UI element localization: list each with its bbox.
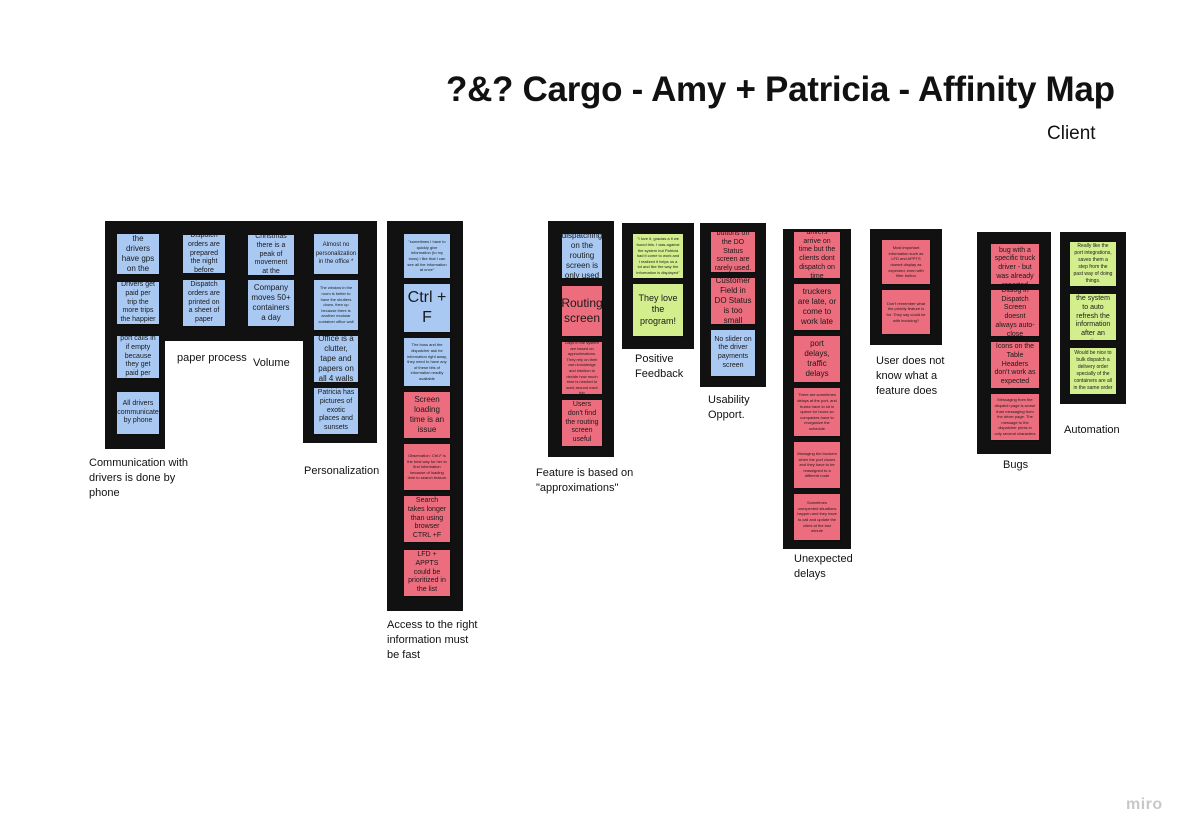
board-title: ?&? Cargo - Amy + Patricia - Affinity Ma… xyxy=(446,70,1115,109)
sticky-note[interactable]: There is a bug with a specific truck dri… xyxy=(991,244,1039,284)
sticky-note[interactable]: Search takes longer than using browser C… xyxy=(404,496,450,542)
sticky-note[interactable]: Almost no personalization in the office … xyxy=(314,234,358,274)
cluster-label: Usability Opport. xyxy=(708,394,750,421)
sticky-note[interactable]: Days in the system are based on approxim… xyxy=(562,342,602,394)
cluster-label: Volume xyxy=(253,357,290,369)
sticky-note[interactable]: Not all of the drivers have gps on the t… xyxy=(117,234,159,274)
sticky-note[interactable]: Driver at port calls in if empty because… xyxy=(117,336,159,378)
miro-logo: miro xyxy=(1126,796,1163,813)
sticky-note[interactable]: "I love it, gracias a ti we found this. … xyxy=(633,234,683,278)
sticky-note[interactable]: Dispatch orders are printed on a sheet o… xyxy=(183,280,225,326)
cluster-label: Unexpected delays xyxy=(794,553,853,580)
sticky-note[interactable]: Dialog in Dispatch Screen doesnt always … xyxy=(991,290,1039,336)
sticky-note[interactable]: Most important information such as LFD a… xyxy=(882,240,930,284)
sticky-note[interactable]: The window in the room is better to have… xyxy=(314,280,358,330)
sticky-note[interactable]: Screen loading time is an issue xyxy=(404,392,450,438)
sticky-note[interactable]: Company moves 50+ containers a day xyxy=(248,280,294,326)
sticky-note[interactable]: buttons on the DO Status screen are rare… xyxy=(711,232,755,272)
sticky-note[interactable]: Messaging from the dispatch page is wors… xyxy=(991,394,1039,440)
cluster-label: Bugs xyxy=(1003,459,1029,471)
sticky-note[interactable]: Don't remember what the priority feature… xyxy=(882,290,930,334)
sticky-note[interactable]: They love the program! xyxy=(633,284,683,336)
sticky-note[interactable]: pre-dispatching on the routing screen is… xyxy=(562,234,602,278)
cluster-label: Personalization xyxy=(304,465,380,477)
cluster-label: Positive Feedback xyxy=(635,353,684,380)
sticky-note[interactable]: Users don't find the routing screen usef… xyxy=(562,400,602,446)
sticky-note[interactable]: Patricia has pictures of exotic places a… xyxy=(314,388,358,434)
cluster-label: Communication with drivers is done by ph… xyxy=(89,457,189,499)
board-subtitle: Client xyxy=(1047,123,1096,144)
sticky-note[interactable]: Dispatch orders are prepared the night b… xyxy=(183,235,225,273)
cluster-label: paper process xyxy=(177,352,247,364)
sticky-note[interactable]: Icons on the Table Headers don't work as… xyxy=(991,342,1039,388)
sticky-note[interactable]: Customer Field in DO Status is too small xyxy=(711,278,755,324)
sticky-note[interactable]: Routing screen xyxy=(562,286,602,336)
sticky-note[interactable]: Sometimes unexpected situations happen a… xyxy=(794,494,840,540)
sticky-note[interactable]: Truck Drivers get paid per trip the more… xyxy=(117,282,159,324)
sticky-note[interactable]: Office is a clutter, tape and papers on … xyxy=(314,336,358,382)
sticky-note[interactable]: port delays, traffic delays xyxy=(794,336,840,382)
sticky-note[interactable]: Observation: Ctrl-F is the best way for … xyxy=(404,444,450,490)
sticky-note[interactable]: No slider on the driver payments screen xyxy=(711,330,755,376)
sticky-note[interactable]: There are sometimes delays at the port, … xyxy=(794,388,840,436)
sticky-note[interactable]: drivers arrive on time but the clients d… xyxy=(794,232,840,278)
sticky-note[interactable]: truckers are late, or come to work late xyxy=(794,284,840,330)
sticky-note[interactable]: The boss and the dispatcher ask for info… xyxy=(404,338,450,386)
cluster-label: Access to the right information must be … xyxy=(387,619,478,661)
cluster-label: Feature is based on "approximations" xyxy=(536,467,634,494)
sticky-note[interactable]: Ctrl + F xyxy=(404,284,450,332)
cluster-label: User does not know what a feature does xyxy=(876,355,945,397)
sticky-note[interactable]: "sometimes I have to quickly give inform… xyxy=(404,234,450,278)
sticky-note[interactable]: After Christmas there is a peak of movem… xyxy=(248,235,294,275)
cluster-label: Automation xyxy=(1064,424,1120,436)
sticky-note[interactable]: Really like the port integrations, saves… xyxy=(1070,242,1116,286)
sticky-note[interactable]: Managing the truckers when the port clos… xyxy=(794,442,840,488)
sticky-note[interactable]: LFD + APPTS could be prioritized in the … xyxy=(404,550,450,596)
sticky-note[interactable]: Would be nice to bulk dispatch a deliver… xyxy=(1070,348,1116,394)
sticky-note[interactable]: All drivers communicate by phone xyxy=(117,392,159,434)
sticky-note[interactable]: Would like the system to auto refresh th… xyxy=(1070,294,1116,340)
